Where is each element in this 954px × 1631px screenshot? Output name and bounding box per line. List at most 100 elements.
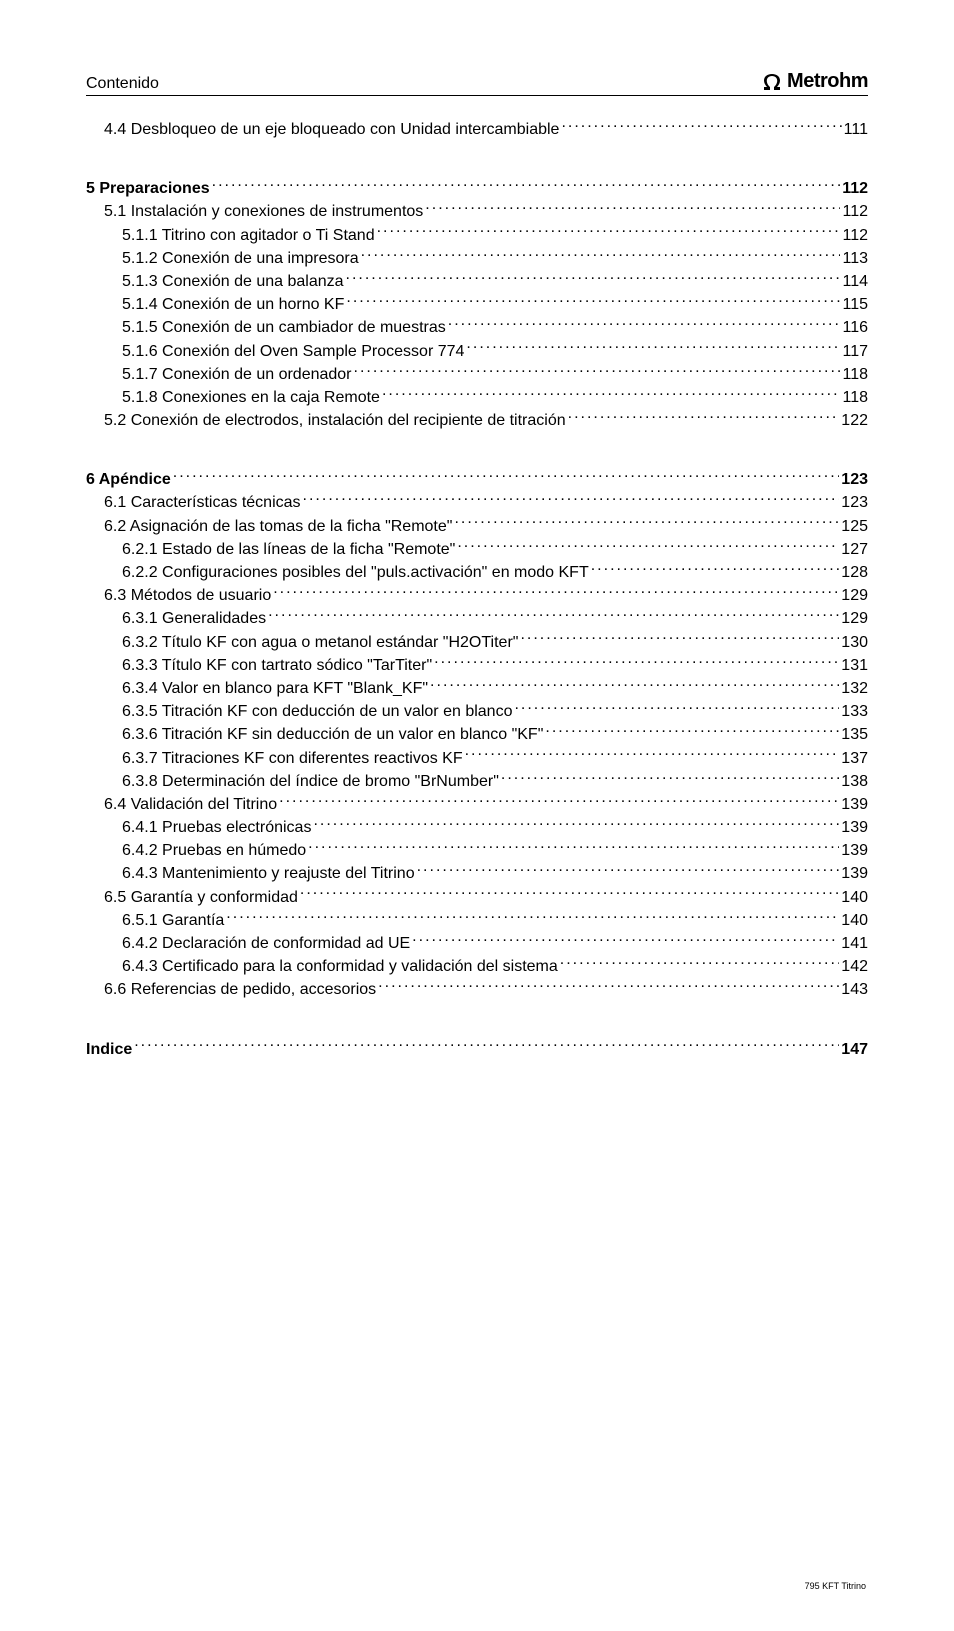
toc-entry: 6.5 Garantía y conformidad140 [86, 886, 868, 909]
toc-entry-page: 139 [841, 816, 868, 839]
toc-entry-page: 115 [842, 293, 868, 316]
toc-leader-dots [377, 224, 841, 240]
toc-entry-page: 129 [841, 607, 868, 630]
toc-entry-label: 6 Apéndice [86, 468, 171, 491]
toc-leader-dots [434, 654, 839, 670]
toc-entry-page: 130 [841, 631, 868, 654]
toc-entry-label: Indice [86, 1038, 132, 1061]
toc-entry: 5.1 Instalación y conexiones de instrume… [86, 200, 868, 223]
toc-entry-page: 127 [841, 538, 868, 561]
toc-entry-label: 5.1.8 Conexiones en la caja Remote [122, 386, 380, 409]
toc-entry-label: 6.2.1 Estado de las líneas de la ficha "… [122, 538, 455, 561]
toc-entry-page: 147 [841, 1038, 868, 1061]
toc-leader-dots [268, 607, 839, 623]
toc-entry-page: 131 [841, 654, 868, 677]
toc-entry-label: 6.3.5 Titración KF con deducción de un v… [122, 700, 512, 723]
toc-entry: 5.1.1 Titrino con agitador o Ti Stand112 [86, 224, 868, 247]
toc-entry-page: 122 [841, 409, 868, 432]
toc-entry-label: 5.1.5 Conexión de un cambiador de muestr… [122, 316, 446, 339]
toc-entry-label: 6.3.6 Titración KF sin deducción de un v… [122, 723, 543, 746]
toc-entry: 6.2 Asignación de las tomas de la ficha … [86, 515, 868, 538]
toc-leader-dots [561, 118, 841, 134]
toc-entry: 5.1.3 Conexión de una balanza114 [86, 270, 868, 293]
toc-leader-dots [134, 1038, 839, 1054]
toc-entry: 5.1.2 Conexión de una impresora113 [86, 247, 868, 270]
toc-leader-dots [378, 978, 839, 994]
toc-entry: 6.3.4 Valor en blanco para KFT "Blank_KF… [86, 677, 868, 700]
brand-logo: Metrohm [761, 70, 868, 93]
toc-entry: 6.3.3 Título KF con tartrato sódico "Tar… [86, 654, 868, 677]
toc-entry: 6.4.1 Pruebas electrónicas 139 [86, 816, 868, 839]
toc-entry-page: 125 [841, 515, 868, 538]
toc-entry-page: 142 [841, 955, 868, 978]
toc-entry-page: 135 [841, 723, 868, 746]
toc-entry: 6.5.1 Garantía140 [86, 909, 868, 932]
toc-entry-page: 141 [841, 932, 868, 955]
toc-spacer [86, 432, 868, 450]
metrohm-omega-icon [761, 73, 783, 91]
toc-entry-page: 139 [841, 793, 868, 816]
toc-entry-page: 143 [841, 978, 868, 1001]
toc-leader-dots [454, 515, 839, 531]
toc-spacer [86, 141, 868, 159]
toc-entry-page: 114 [842, 270, 868, 293]
toc-leader-dots [520, 631, 839, 647]
toc-entry: 6.3 Métodos de usuario 129 [86, 584, 868, 607]
toc-entry-label: 5.1.1 Titrino con agitador o Ti Stand [122, 224, 375, 247]
toc-leader-dots [212, 177, 841, 193]
toc-entry: 6.4.3 Mantenimiento y reajuste del Titri… [86, 862, 868, 885]
toc-leader-dots [501, 770, 839, 786]
toc-entry: 5.2 Conexión de electrodos, instalación … [86, 409, 868, 432]
toc-entry: 5.1.8 Conexiones en la caja Remote 118 [86, 386, 868, 409]
toc-entry-page: 118 [842, 363, 868, 386]
toc-entry: Indice 147 [86, 1038, 868, 1061]
toc-entry-label: 6.3.3 Título KF con tartrato sódico "Tar… [122, 654, 432, 677]
toc-entry: 6.4 Validación del Titrino 139 [86, 793, 868, 816]
toc-entry-label: 6.3.8 Determinación del índice de bromo … [122, 770, 499, 793]
toc-entry-page: 140 [841, 886, 868, 909]
toc-entry: 4.4 Desbloqueo de un eje bloqueado con U… [86, 118, 868, 141]
toc-entry-label: 4.4 Desbloqueo de un eje bloqueado con U… [104, 118, 559, 141]
toc-entry: 5.1.5 Conexión de un cambiador de muestr… [86, 316, 868, 339]
toc-entry-label: 6.4.1 Pruebas electrónicas [122, 816, 311, 839]
toc-leader-dots [346, 293, 840, 309]
toc-entry-label: 6.3 Métodos de usuario [104, 584, 271, 607]
toc-entry: 6 Apéndice 123 [86, 468, 868, 491]
toc-entry: 6.3.7 Titraciones KF con diferentes reac… [86, 747, 868, 770]
toc-entry-label: 6.2.2 Configuraciones posibles del "puls… [122, 561, 589, 584]
page-footer: 795 KFT Titrino [86, 1581, 868, 1591]
toc-entry-page: 118 [842, 386, 868, 409]
toc-leader-dots [591, 561, 840, 577]
toc-entry-page: 123 [841, 468, 868, 491]
toc-leader-dots [354, 363, 841, 379]
toc-leader-dots [308, 839, 839, 855]
brand-logo-text: Metrohm [787, 70, 868, 93]
toc-entry-page: 140 [841, 909, 868, 932]
toc-leader-dots [560, 955, 840, 971]
page-header: Contenido Metrohm [86, 70, 868, 96]
toc-entry-label: 6.2 Asignación de las tomas de la ficha … [104, 515, 452, 538]
toc-entry-page: 132 [841, 677, 868, 700]
toc-entry-label: 6.3.2 Título KF con agua o metanol están… [122, 631, 518, 654]
toc-entry-page: 128 [841, 561, 868, 584]
toc-entry-label: 5.1.4 Conexión de un horno KF [122, 293, 344, 316]
toc-leader-dots [173, 468, 840, 484]
toc-entry: 6.1 Características técnicas123 [86, 491, 868, 514]
toc-entry-label: 5 Preparaciones [86, 177, 210, 200]
toc-leader-dots [226, 909, 839, 925]
toc-leader-dots [430, 677, 839, 693]
toc-entry: 5.1.4 Conexión de un horno KF 115 [86, 293, 868, 316]
toc-entry: 6.2.2 Configuraciones posibles del "puls… [86, 561, 868, 584]
toc-entry-page: 116 [842, 316, 868, 339]
toc-leader-dots [303, 491, 840, 507]
toc-entry-label: 6.4.2 Pruebas en húmedo [122, 839, 306, 862]
toc-entry-label: 6.4 Validación del Titrino [104, 793, 277, 816]
toc-entry: 6.4.2 Pruebas en húmedo139 [86, 839, 868, 862]
toc-entry: 6.4.3 Certificado para la conformidad y … [86, 955, 868, 978]
toc-entry-label: 6.3.7 Titraciones KF con diferentes reac… [122, 747, 463, 770]
toc-entry: 6.3.2 Título KF con agua o metanol están… [86, 631, 868, 654]
toc-entry-label: 5.2 Conexión de electrodos, instalación … [104, 409, 566, 432]
toc-entry-label: 5.1.2 Conexión de una impresora [122, 247, 359, 270]
toc-leader-dots [417, 862, 840, 878]
toc-leader-dots [545, 723, 839, 739]
